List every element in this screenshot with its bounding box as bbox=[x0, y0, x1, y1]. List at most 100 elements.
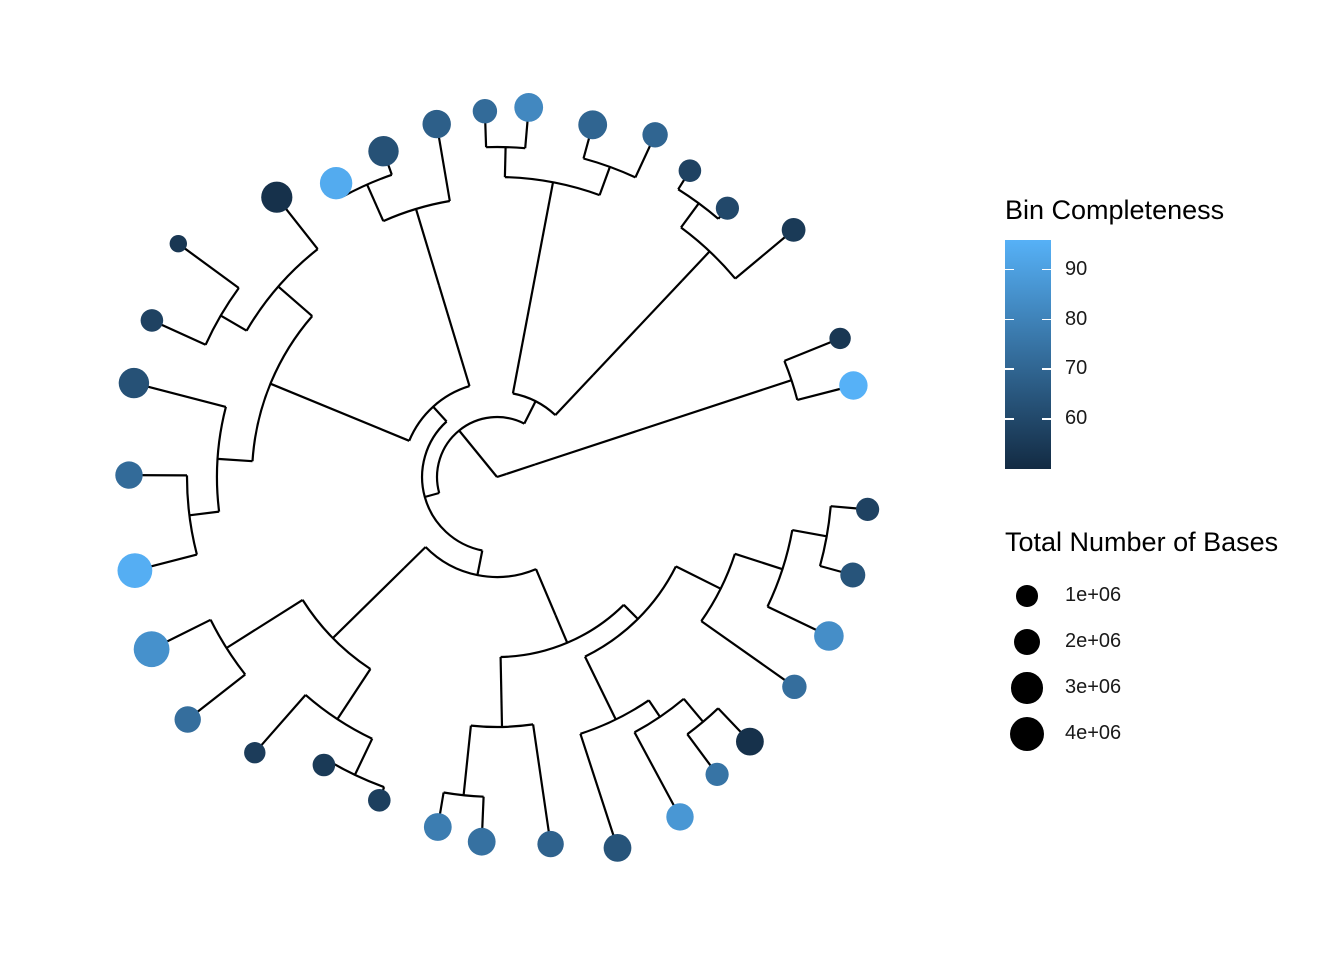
colorbar-tick-right bbox=[1042, 418, 1051, 420]
size-key-dot bbox=[1013, 628, 1041, 656]
tip-point-30 bbox=[642, 122, 668, 148]
branch-edge-58 bbox=[225, 598, 304, 649]
tip-point-6 bbox=[736, 727, 764, 756]
branch-arc-108 bbox=[677, 188, 720, 220]
branch-arc-63 bbox=[408, 385, 470, 442]
colorbar-tick-label: 60 bbox=[1065, 407, 1088, 430]
colorbar-tick-right bbox=[1042, 318, 1051, 321]
branch-edge-24 bbox=[792, 529, 827, 538]
branch-arc-106 bbox=[680, 226, 737, 280]
size-key-label: 1e+06 bbox=[1065, 584, 1122, 606]
branch-edge-29 bbox=[700, 620, 796, 688]
tip-point-7 bbox=[705, 762, 729, 787]
branch-edge-0 bbox=[496, 472, 507, 479]
tip-point-4 bbox=[814, 621, 844, 651]
branch-edge-111 bbox=[734, 229, 795, 280]
branch-edge-51 bbox=[336, 668, 372, 720]
branch-edge-107 bbox=[680, 202, 700, 229]
branch-arc-13 bbox=[424, 546, 537, 579]
tip-point-5 bbox=[782, 674, 807, 699]
branch-arc-94 bbox=[486, 145, 526, 150]
tip-point-3 bbox=[840, 562, 866, 588]
branch-edge-64 bbox=[269, 382, 410, 442]
tip-point-21 bbox=[140, 309, 164, 332]
tip-point-8 bbox=[666, 803, 694, 831]
colorbar-tick-left bbox=[1005, 268, 1014, 271]
tip-point-19 bbox=[115, 461, 143, 489]
tip-point-31 bbox=[678, 159, 702, 182]
branch-arc-23 bbox=[766, 529, 794, 608]
branch-arc-59 bbox=[209, 619, 247, 676]
colorbar-tick-left bbox=[1005, 418, 1014, 420]
size-key-dot bbox=[1016, 585, 1038, 607]
tip-point-28 bbox=[514, 93, 544, 122]
colorbar-tick-left bbox=[1005, 368, 1014, 370]
tip-point-10 bbox=[537, 830, 564, 858]
branch-edge-62 bbox=[432, 405, 448, 423]
branch-arc-52 bbox=[304, 694, 373, 740]
branch-arc-50 bbox=[301, 599, 372, 670]
branch-edge-12 bbox=[476, 550, 484, 576]
branch-edge-14 bbox=[534, 568, 557, 616]
branch-edge-43 bbox=[462, 725, 472, 796]
branch-edge-101 bbox=[554, 374, 594, 416]
branch-arc-90 bbox=[512, 392, 557, 416]
branch-arc-31 bbox=[580, 699, 650, 735]
branch-arc-35 bbox=[686, 707, 719, 736]
tip-point-9 bbox=[603, 834, 632, 862]
branch-edge-49 bbox=[332, 567, 405, 639]
branch-edge-82 bbox=[414, 208, 441, 286]
colorbar-tick-label: 80 bbox=[1065, 307, 1088, 330]
branch-edge-10 bbox=[424, 491, 440, 499]
size-key-label: 3e+06 bbox=[1065, 676, 1122, 698]
branch-edge-75 bbox=[220, 314, 248, 332]
tip-point-27 bbox=[472, 99, 498, 124]
branch-arc-67 bbox=[215, 406, 227, 512]
tip-point-16 bbox=[174, 706, 201, 733]
branch-edge-103 bbox=[592, 279, 684, 376]
branch-edge-66 bbox=[217, 457, 253, 463]
branch-edge-53 bbox=[353, 738, 374, 776]
tip-point-25 bbox=[368, 136, 399, 167]
branch-arc-92 bbox=[504, 176, 600, 197]
tip-point-26 bbox=[422, 109, 451, 139]
branch-edge-8 bbox=[458, 429, 498, 478]
colorbar-tick-right bbox=[1042, 268, 1051, 271]
branch-edge-80 bbox=[438, 285, 471, 387]
branch-edge-84 bbox=[366, 184, 385, 222]
branch-edge-97 bbox=[598, 166, 611, 196]
branch-edge-93 bbox=[503, 147, 507, 178]
branch-edge-89 bbox=[523, 400, 537, 425]
branch-arc-17 bbox=[500, 604, 625, 659]
tip-point-13 bbox=[368, 789, 391, 812]
colorbar-tick-label: 70 bbox=[1065, 357, 1088, 380]
branch-edge-78 bbox=[177, 242, 240, 289]
branch-edge-38 bbox=[633, 731, 681, 818]
branch-arc-11 bbox=[421, 420, 483, 552]
size-key-dot bbox=[1009, 716, 1045, 752]
branch-edge-32 bbox=[647, 699, 661, 718]
tip-point-22 bbox=[169, 235, 187, 253]
branch-edge-40 bbox=[499, 656, 504, 727]
branch-arc-9 bbox=[436, 416, 525, 494]
branch-edge-30 bbox=[584, 656, 617, 720]
tip-point-20 bbox=[118, 367, 150, 399]
branch-edge-22 bbox=[734, 552, 783, 571]
tip-point-33 bbox=[781, 218, 806, 242]
tip-point-23 bbox=[261, 181, 293, 213]
branch-arc-41 bbox=[470, 723, 534, 729]
tip-point-0 bbox=[829, 327, 851, 350]
branch-edge-73 bbox=[277, 285, 313, 317]
branch-edge-34 bbox=[682, 698, 704, 723]
branch-edge-20 bbox=[675, 565, 722, 590]
colorbar-tick-right bbox=[1042, 368, 1051, 370]
tip-point-32 bbox=[715, 196, 740, 220]
branch-arc-19 bbox=[584, 565, 677, 658]
tip-point-11 bbox=[467, 827, 496, 856]
branch-arc-83 bbox=[382, 199, 450, 223]
branch-edge-16 bbox=[554, 614, 569, 644]
colorbar-tick-label: 90 bbox=[1065, 257, 1088, 280]
branch-edge-91 bbox=[511, 182, 555, 394]
tip-point-18 bbox=[117, 553, 153, 588]
